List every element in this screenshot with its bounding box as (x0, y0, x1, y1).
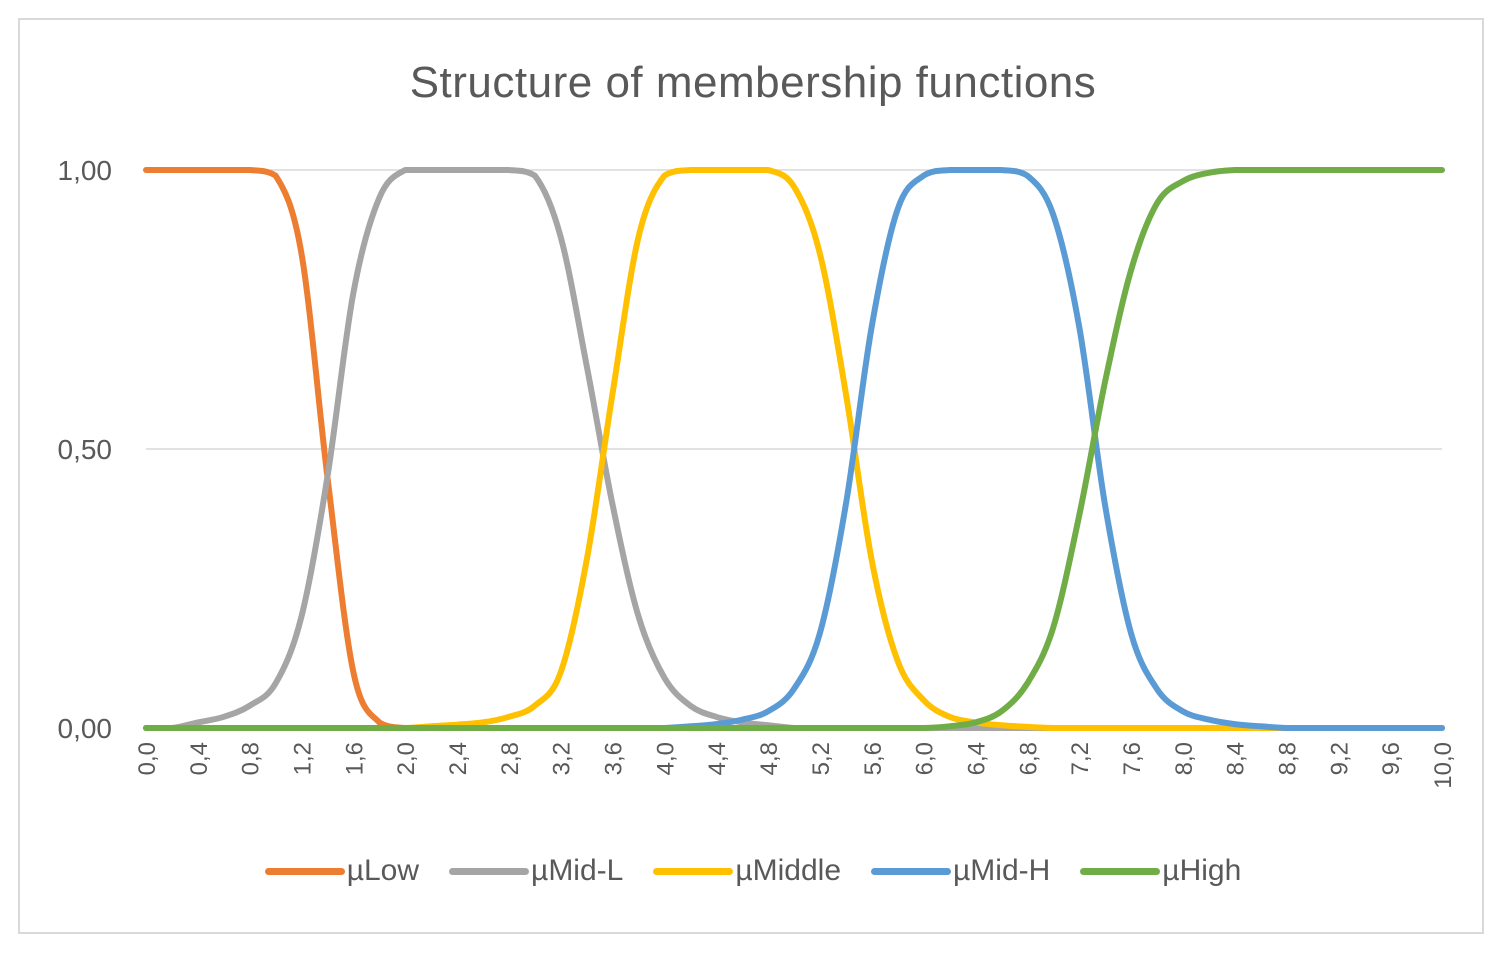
legend-label: µLow (346, 854, 420, 887)
y-axis-ticks: 0,00 0,50 1,00 (58, 155, 113, 744)
legend-label: µHigh (1162, 854, 1242, 887)
x-tick-label: 7,6 (1119, 742, 1146, 775)
legend-swatch (449, 867, 530, 875)
x-tick-label: 6,8 (1015, 742, 1042, 775)
x-axis-ticks: 0,0 0,4 0,8 1,2 1,6 2,0 2,4 2,8 3,2 3,6 4,0 4,4 4,8 5… (134, 742, 1457, 789)
x-tick-label: 2,4 (445, 742, 472, 775)
x-tick-label: 4,0 (652, 742, 679, 775)
legend-swatch (264, 867, 345, 875)
x-tick-label: 9,6 (1378, 742, 1405, 775)
x-tick-label: 3,6 (601, 742, 628, 775)
x-tick-label: 6,4 (963, 742, 990, 775)
y-tick-label: 1,00 (58, 155, 113, 186)
x-tick-label: 5,6 (860, 742, 887, 775)
series-line (143, 167, 1445, 732)
x-tick-label: 2,8 (497, 742, 524, 775)
x-tick-label: 1,6 (341, 742, 368, 775)
legend-item: µMid-L (449, 854, 623, 888)
legend-item: µMid-H (871, 854, 1050, 888)
x-tick-label: 4,8 (756, 742, 783, 775)
legend-item: µLow (264, 854, 420, 888)
y-tick-label: 0,00 (58, 713, 113, 744)
x-tick-label: 3,2 (549, 742, 576, 775)
x-tick-label: 8,4 (1223, 742, 1250, 775)
series-lines (143, 167, 1445, 732)
legend-swatch (1080, 867, 1161, 875)
x-tick-label: 4,4 (704, 742, 731, 775)
x-tick-label: 1,2 (290, 742, 317, 775)
x-tick-label: 7,2 (1067, 742, 1094, 775)
chart-title: Structure of membership functions (409, 58, 1097, 107)
x-tick-label: 10,0 (1430, 742, 1457, 789)
legend: µLow µMid-L µMiddle µMid-H µHigh (0, 854, 1506, 888)
x-tick-label: 9,2 (1326, 742, 1353, 775)
x-tick-label: 5,2 (808, 742, 835, 775)
x-tick-label: 0,4 (186, 742, 213, 775)
legend-item: µHigh (1080, 854, 1241, 888)
x-tick-label: 0,0 (134, 742, 161, 775)
y-tick-label: 0,50 (58, 434, 113, 465)
x-tick-label: 6,0 (912, 742, 939, 775)
legend-swatch (653, 867, 734, 875)
x-tick-label: 2,0 (393, 742, 420, 775)
legend-label: µMid-L (531, 854, 624, 887)
legend-label: µMiddle (735, 854, 842, 887)
x-tick-label: 8,0 (1171, 742, 1198, 775)
legend-item: µMiddle (653, 854, 841, 888)
legend-swatch (871, 867, 952, 875)
x-tick-label: 0,8 (238, 742, 265, 775)
legend-label: µMid-H (953, 854, 1051, 887)
gridlines (146, 169, 1442, 729)
x-tick-label: 8,8 (1274, 742, 1301, 775)
